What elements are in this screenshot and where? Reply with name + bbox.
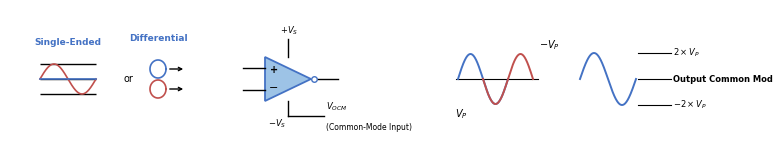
Text: $2\times V_P$: $2\times V_P$	[673, 47, 700, 59]
Text: $V_P$: $V_P$	[455, 107, 468, 121]
Text: (Common-Mode Input): (Common-Mode Input)	[326, 113, 412, 132]
Text: Differential: Differential	[128, 34, 187, 43]
Text: +: +	[270, 65, 278, 75]
Polygon shape	[265, 57, 311, 101]
Text: Single-Ended: Single-Ended	[35, 38, 101, 47]
Text: −: −	[269, 83, 279, 93]
Text: $-V_P$: $-V_P$	[539, 38, 560, 52]
Text: $-V_S$: $-V_S$	[267, 118, 286, 131]
Text: Output Common Mode: Output Common Mode	[673, 74, 773, 83]
Text: $V_{OCM}$: $V_{OCM}$	[326, 101, 347, 113]
Text: $-2\times V_P$: $-2\times V_P$	[673, 99, 707, 111]
Text: or: or	[123, 74, 133, 84]
Text: $+V_S$: $+V_S$	[280, 25, 298, 37]
